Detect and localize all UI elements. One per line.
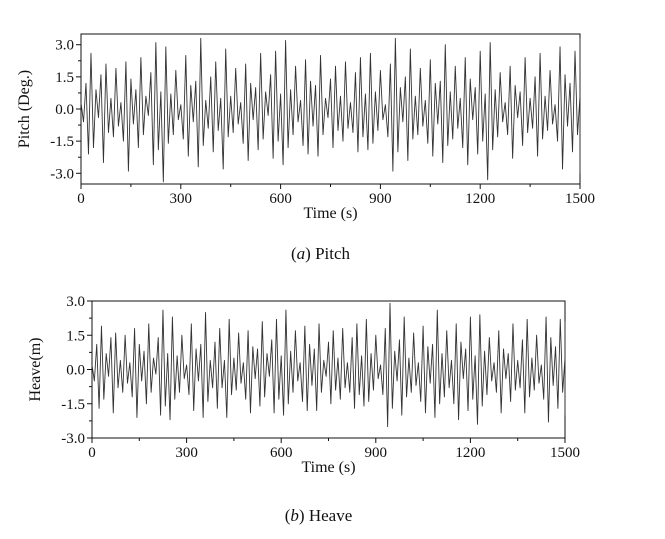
- x-axis-label: Time (s): [303, 205, 357, 222]
- x-tick-label: 900: [369, 191, 392, 207]
- x-tick-label: 0: [77, 191, 85, 207]
- panel-heave: 0 300 600 900 1200 1500 3.0 1.5 0.0 -1.5 -3.0 Time …: [27, 294, 580, 525]
- x-tick-label: 1200: [455, 445, 485, 461]
- y-axis-label: Pitch (Deg.): [16, 70, 33, 148]
- panel-pitch: 0 300 600 900 1200 1500 3.0 1.5 0.0 -1.5 -3.0 Time …: [16, 33, 595, 263]
- x-tick-label: 1200: [465, 191, 495, 207]
- y-tick-label: 3.0: [55, 38, 74, 54]
- y-tick-label: 0.0: [66, 363, 85, 379]
- x-tick-label: 0: [88, 445, 96, 461]
- y-tick-label: -3.0: [61, 431, 85, 447]
- x-tick-label: 600: [270, 445, 293, 461]
- x-tick-label: 1500: [565, 191, 595, 207]
- x-tick-label: 1500: [550, 445, 580, 461]
- panel-caption: (b) Heave: [285, 506, 353, 525]
- y-tick-label: -1.5: [61, 397, 85, 413]
- y-axis-label: Heave(m): [27, 338, 44, 402]
- series-line: [91, 302, 566, 428]
- x-tick-label: 600: [269, 191, 292, 207]
- series-line: [80, 37, 581, 183]
- y-tick-label: 0.0: [55, 102, 74, 118]
- x-axis-label: Time (s): [301, 459, 355, 476]
- y-tick-label: 1.5: [55, 70, 74, 86]
- y-tick-label: 3.0: [66, 294, 85, 310]
- y-tick-label: 1.5: [66, 328, 85, 344]
- x-tick-label: 300: [170, 191, 193, 207]
- x-tick-label: 300: [175, 445, 198, 461]
- y-tick-label: -1.5: [50, 134, 74, 150]
- panel-caption: (a) Pitch: [291, 244, 351, 263]
- y-tick-label: -3.0: [50, 166, 74, 182]
- x-tick-label: 900: [365, 445, 388, 461]
